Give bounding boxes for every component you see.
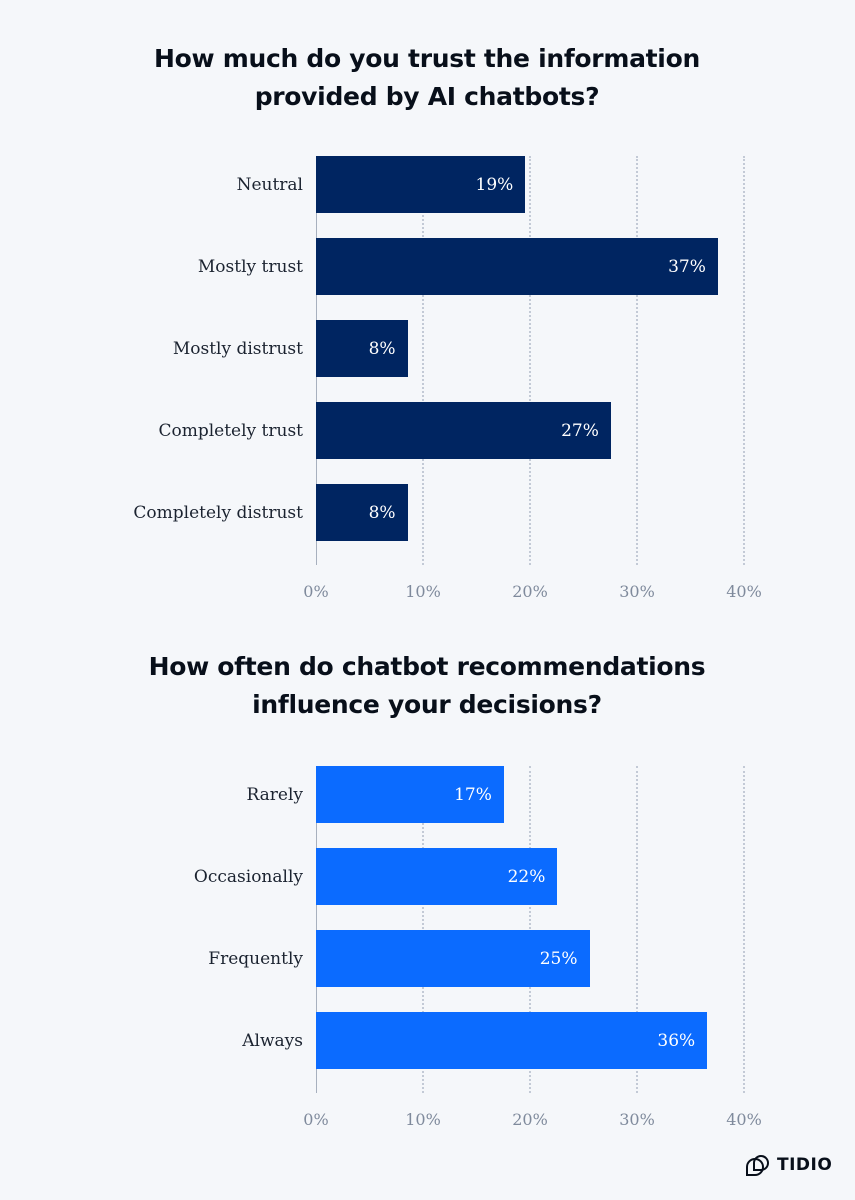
bar: 8% <box>316 320 408 377</box>
gridline <box>422 156 424 565</box>
bar: 36% <box>316 1012 708 1069</box>
x-tick-label: 30% <box>619 582 655 601</box>
category-label: Mostly trust <box>197 256 303 277</box>
tidio-logo-icon <box>746 1155 769 1176</box>
tidio-logo: TIDIO <box>745 1153 832 1177</box>
data-label: 27% <box>561 420 599 441</box>
gridline <box>636 766 638 1093</box>
y-axis-line <box>316 766 317 1093</box>
x-tick-label: 20% <box>512 582 548 601</box>
category-label: Frequently <box>208 948 303 969</box>
gridline <box>636 156 638 565</box>
data-label: 17% <box>454 784 492 805</box>
bar: 27% <box>316 402 611 459</box>
gridline <box>743 766 745 1093</box>
x-tick-label: 20% <box>512 1110 548 1129</box>
x-tick-label: 40% <box>726 582 762 601</box>
tidio-logo-text: TIDIO <box>777 1155 833 1175</box>
x-tick-label: 40% <box>726 1110 762 1129</box>
data-label: 25% <box>539 948 578 969</box>
gridline <box>743 156 745 565</box>
gridline <box>422 766 424 1093</box>
data-label: 8% <box>368 338 396 359</box>
bar: 37% <box>316 238 718 295</box>
category-label: Rarely <box>246 784 303 805</box>
category-label: Occasionally <box>193 866 303 887</box>
x-tick-label: 0% <box>303 582 329 601</box>
x-tick-label: 10% <box>405 582 441 601</box>
bar: 19% <box>316 156 526 213</box>
category-label: Completely distrust <box>133 502 303 523</box>
data-label: 19% <box>475 174 514 195</box>
x-tick-label: 10% <box>405 1110 441 1129</box>
gridline <box>529 156 531 565</box>
bar: 17% <box>316 766 504 823</box>
x-tick-label: 0% <box>303 1110 329 1129</box>
category-label: Neutral <box>236 174 303 195</box>
category-label: Always <box>242 1030 303 1051</box>
bar: 8% <box>316 484 408 541</box>
data-label: 8% <box>368 502 396 523</box>
data-label: 37% <box>668 256 706 277</box>
bar: 25% <box>316 930 590 987</box>
chart-1-title: How much do you trust the information pr… <box>154 44 700 111</box>
bar: 22% <box>316 848 558 905</box>
category-label: Completely trust <box>158 420 303 441</box>
data-label: 22% <box>507 866 546 887</box>
chart-2-title: How often do chatbot recommendations inf… <box>148 652 706 719</box>
category-label: Mostly distrust <box>172 338 303 359</box>
data-label: 36% <box>657 1030 696 1051</box>
gridline <box>529 766 531 1093</box>
x-tick-label: 30% <box>619 1110 655 1129</box>
